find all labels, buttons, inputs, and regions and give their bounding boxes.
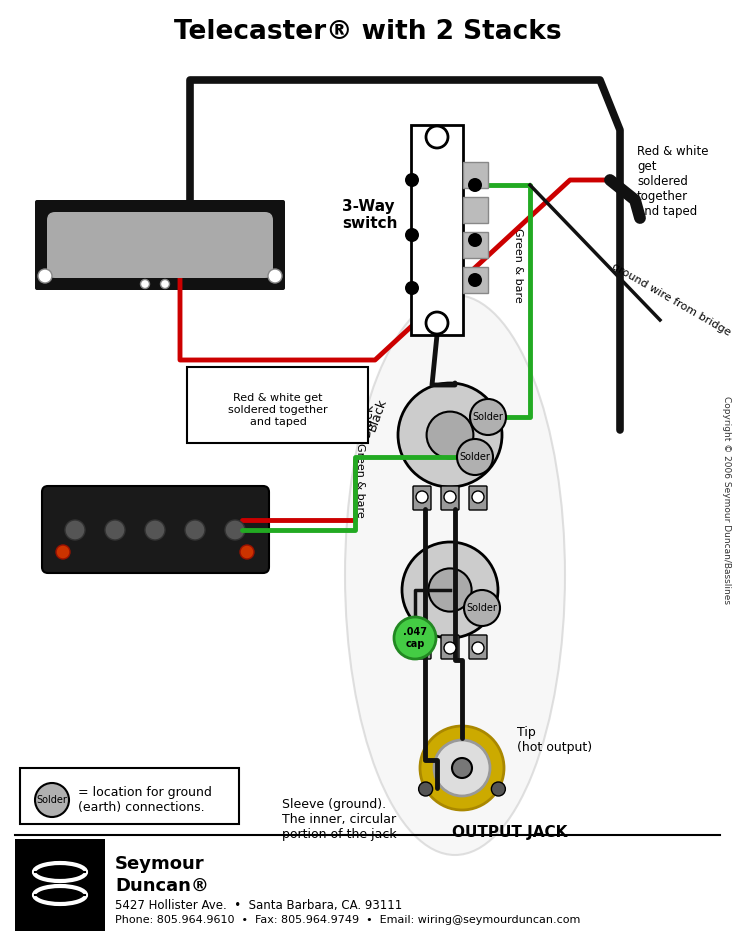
Circle shape — [145, 520, 165, 540]
Circle shape — [65, 520, 85, 540]
Bar — [411, 125, 463, 335]
Circle shape — [468, 273, 482, 287]
Text: Solder: Solder — [473, 412, 503, 422]
Circle shape — [434, 740, 490, 796]
Text: = location for ground
(earth) connections.: = location for ground (earth) connection… — [78, 786, 212, 814]
Circle shape — [56, 545, 70, 559]
Text: Red & white get
soldered together
and taped: Red & white get soldered together and ta… — [228, 394, 328, 426]
Circle shape — [405, 173, 419, 187]
Circle shape — [160, 279, 169, 289]
Text: Telecaster® with 2 Stacks: Telecaster® with 2 Stacks — [174, 19, 562, 45]
Text: Black: Black — [360, 402, 376, 438]
Text: Solder: Solder — [37, 795, 68, 805]
FancyBboxPatch shape — [187, 367, 368, 443]
Bar — [15, 839, 105, 931]
Circle shape — [35, 783, 69, 817]
Circle shape — [452, 758, 472, 778]
Text: Copyright © 2006 Seymour Duncan/Basslines: Copyright © 2006 Seymour Duncan/Bassline… — [721, 396, 731, 604]
Text: Phone: 805.964.9610  •  Fax: 805.964.9749  •  Email: wiring@seymourduncan.com: Phone: 805.964.9610 • Fax: 805.964.9749 … — [115, 915, 581, 925]
Circle shape — [468, 178, 482, 192]
Circle shape — [492, 782, 506, 796]
Circle shape — [472, 491, 484, 503]
FancyBboxPatch shape — [20, 768, 239, 824]
Text: OUTPUT JACK: OUTPUT JACK — [452, 826, 567, 841]
Circle shape — [240, 545, 254, 559]
Circle shape — [405, 281, 419, 295]
Ellipse shape — [345, 295, 565, 855]
FancyBboxPatch shape — [469, 635, 487, 659]
Circle shape — [426, 126, 448, 148]
FancyBboxPatch shape — [42, 486, 269, 573]
Circle shape — [394, 617, 436, 659]
FancyBboxPatch shape — [35, 200, 285, 290]
Circle shape — [470, 399, 506, 435]
Circle shape — [185, 520, 205, 540]
Text: .047
cap: .047 cap — [403, 627, 427, 649]
FancyBboxPatch shape — [469, 486, 487, 510]
Circle shape — [398, 383, 502, 487]
Circle shape — [444, 491, 456, 503]
Circle shape — [464, 590, 500, 626]
Text: Solder: Solder — [467, 603, 498, 613]
Text: 5427 Hollister Ave.  •  Santa Barbara, CA. 93111: 5427 Hollister Ave. • Santa Barbara, CA.… — [115, 898, 403, 911]
FancyBboxPatch shape — [441, 635, 459, 659]
Circle shape — [402, 542, 498, 638]
Bar — [463, 267, 488, 293]
Circle shape — [426, 312, 448, 334]
Circle shape — [427, 412, 473, 458]
Circle shape — [416, 491, 428, 503]
Text: Red & white
get
soldered
together
and taped: Red & white get soldered together and ta… — [637, 145, 709, 218]
Text: Green & bare: Green & bare — [513, 227, 523, 303]
Text: Sleeve (ground).
The inner, circular
portion of the jack: Sleeve (ground). The inner, circular por… — [282, 798, 397, 841]
Circle shape — [419, 782, 433, 796]
Circle shape — [444, 642, 456, 654]
FancyBboxPatch shape — [47, 212, 273, 278]
Text: ground wire from bridge: ground wire from bridge — [610, 262, 732, 338]
Circle shape — [468, 233, 482, 247]
FancyBboxPatch shape — [441, 486, 459, 510]
Bar — [463, 232, 488, 258]
Text: Green & bare: Green & bare — [355, 442, 365, 518]
Text: Solder: Solder — [459, 452, 490, 462]
Circle shape — [268, 269, 282, 283]
Circle shape — [141, 279, 149, 289]
Circle shape — [416, 642, 428, 654]
Circle shape — [472, 642, 484, 654]
FancyBboxPatch shape — [413, 635, 431, 659]
Circle shape — [420, 726, 504, 810]
Bar — [463, 162, 488, 188]
Text: Tip
(hot output): Tip (hot output) — [517, 726, 592, 754]
Bar — [463, 197, 488, 223]
Text: Black: Black — [365, 397, 389, 433]
FancyBboxPatch shape — [413, 486, 431, 510]
Circle shape — [225, 520, 245, 540]
Circle shape — [38, 269, 52, 283]
Text: 3-Way
switch: 3-Way switch — [342, 199, 397, 231]
Circle shape — [428, 569, 472, 612]
Text: Seymour
Duncan®: Seymour Duncan® — [115, 855, 209, 895]
Circle shape — [105, 520, 125, 540]
Circle shape — [405, 228, 419, 242]
Circle shape — [457, 439, 493, 475]
